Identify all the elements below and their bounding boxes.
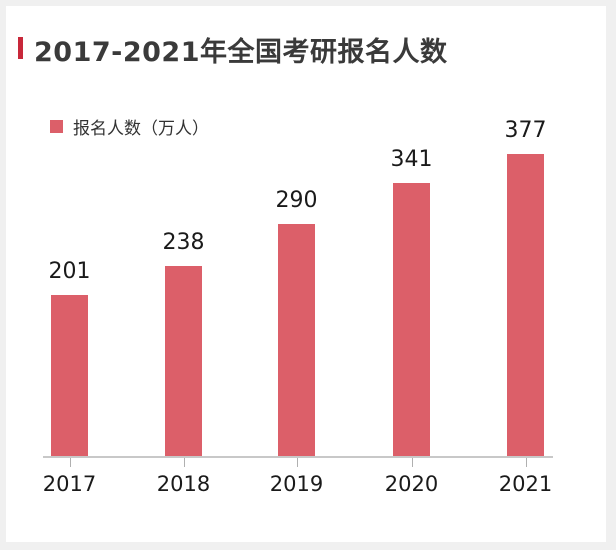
x-axis-tick-label: 2018: [156, 472, 211, 496]
chart-title: 2017-2021年全国考研报名人数: [34, 37, 448, 68]
bar-2020: [393, 183, 430, 456]
bar-2018: [165, 265, 202, 456]
bar-value-label: 238: [162, 229, 205, 255]
x-axis-tick-label: 2020: [384, 472, 439, 496]
bar-value-label: 341: [390, 147, 433, 173]
x-axis-tick: [70, 458, 71, 467]
bar-value-label: 290: [275, 188, 318, 213]
x-axis-tick: [526, 458, 527, 467]
legend-label: 报名人数（万人）: [73, 119, 209, 139]
x-axis-tick-label: 2021: [498, 472, 553, 496]
x-axis-tick-label: 2019: [269, 472, 324, 496]
x-axis-tick-label: 2017: [42, 472, 97, 496]
x-axis-tick: [412, 458, 413, 467]
x-axis-line: [43, 456, 553, 458]
bar-2021: [507, 154, 544, 456]
bar-2019: [278, 224, 315, 456]
legend-swatch: [50, 120, 63, 133]
legend: 报名人数（万人）: [50, 114, 209, 139]
bar-value-label: 201: [48, 259, 91, 285]
bar-2017: [51, 295, 88, 456]
x-axis-tick: [184, 458, 185, 467]
title-accent-bar: [18, 37, 23, 59]
x-axis-tick: [297, 458, 298, 467]
bar-value-label: 377: [504, 118, 547, 144]
